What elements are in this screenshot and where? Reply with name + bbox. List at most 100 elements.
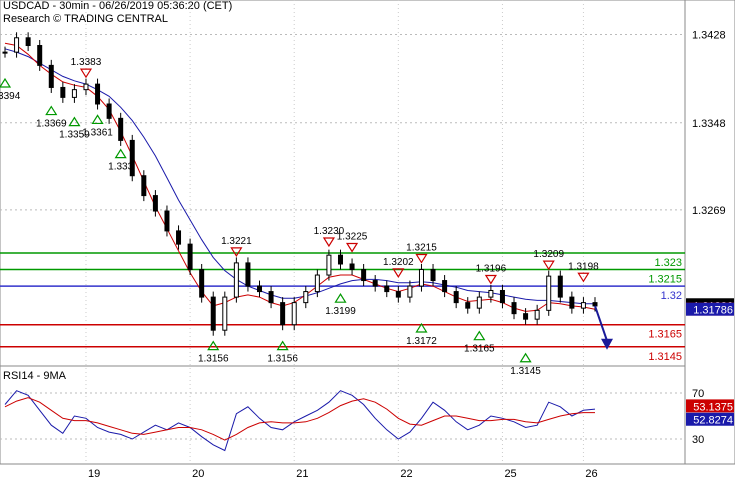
candle-body — [245, 262, 251, 287]
rsi-y-tick-label: 70 — [692, 388, 704, 400]
rsi-line — [4, 390, 596, 452]
candle-body — [129, 139, 135, 177]
peak-label: 1.3198 — [568, 261, 599, 272]
trough-label: 1.3199 — [325, 306, 356, 317]
candle-body — [176, 230, 182, 245]
trough-label: 1.3145 — [510, 366, 541, 377]
trough-marker — [45, 105, 58, 116]
chart-subtitle: Research © TRADING CENTRAL — [3, 13, 168, 25]
candle-body — [557, 275, 563, 298]
rsi-tag — [686, 412, 734, 426]
x-tick-label: 22 — [400, 468, 412, 480]
trough-marker — [473, 330, 486, 341]
trough-marker — [415, 322, 428, 333]
trough-label: 1.3394 — [0, 91, 21, 102]
y-tick-label: 1.3348 — [692, 118, 726, 130]
candle-body — [580, 302, 586, 309]
candle-body — [268, 291, 274, 304]
peak-label: 1.3225 — [337, 231, 368, 242]
peak-label: 1.3215 — [406, 243, 437, 254]
rsi-ma-line — [4, 397, 595, 441]
right-axis — [684, 0, 735, 465]
candle-body — [372, 280, 378, 287]
candle-body — [407, 285, 413, 298]
candle-body — [199, 269, 205, 298]
candle-body — [442, 280, 448, 293]
candle-body — [499, 289, 505, 304]
level-label: 1.32 — [661, 290, 682, 302]
peak-marker — [484, 274, 497, 285]
candle-body — [71, 89, 77, 98]
trough-label: 1.3165 — [464, 344, 495, 355]
rsi-y-tick-label: 30 — [692, 434, 704, 446]
candle-body — [314, 274, 320, 293]
rsi-tag-label: 53.1375 — [693, 401, 733, 413]
candle-body — [303, 291, 309, 304]
peak-marker — [345, 242, 359, 253]
x-tick-label: 26 — [585, 468, 597, 480]
forecast-arrow-head — [601, 338, 613, 350]
trough-marker — [91, 114, 104, 125]
candle-body — [453, 291, 459, 304]
trough-label: 1.3361 — [82, 127, 113, 138]
chart-title: USDCAD - 30min - 06/26/2019 05:36:20 (CE… — [3, 0, 233, 12]
candle-body — [60, 86, 66, 98]
y-tick-label: 1.3428 — [692, 29, 726, 41]
candle-body — [569, 296, 575, 309]
trough-label: 1.333 — [108, 162, 133, 173]
candle-body — [546, 275, 552, 311]
candle-body — [280, 302, 286, 326]
candle-body — [430, 269, 436, 282]
candle-body — [14, 37, 20, 53]
peak-label: 1.3383 — [71, 57, 102, 68]
candle-body — [291, 302, 297, 326]
x-tick-label: 21 — [296, 468, 308, 480]
candle-body — [187, 243, 193, 271]
y-tick-label: 1.3269 — [692, 205, 726, 217]
peak-label: 1.3196 — [476, 263, 507, 274]
peak-marker — [322, 237, 336, 248]
forecast-arrow — [594, 305, 608, 342]
candle-body — [511, 302, 517, 315]
ma-fast-line — [4, 42, 596, 312]
candle-body — [83, 83, 89, 91]
candle-body — [534, 309, 540, 320]
candle-body — [37, 45, 43, 66]
rsi-tag-label: 52.8274 — [693, 415, 733, 427]
candle-body — [361, 269, 367, 282]
candle-body — [164, 210, 170, 232]
candle-body — [592, 302, 598, 307]
level-label: 1.3165 — [648, 329, 682, 341]
trough-marker — [68, 116, 81, 127]
candle-body — [418, 269, 424, 287]
peak-marker — [79, 68, 93, 79]
candle-body — [349, 263, 355, 271]
peak-label: 1.3221 — [221, 236, 252, 247]
candle-body — [488, 289, 494, 298]
peak-label: 1.3202 — [383, 257, 414, 268]
candle-body — [95, 83, 101, 105]
trough-label: 1.3156 — [198, 354, 229, 365]
trough-marker — [334, 293, 347, 303]
peak-label: 1.3230 — [314, 226, 345, 237]
trough-marker — [0, 77, 12, 88]
trough-marker — [276, 340, 289, 351]
candle-body — [523, 313, 529, 320]
candle-body — [326, 254, 332, 276]
rsi-title: RSI14 - 9MA — [3, 370, 67, 382]
candle-body — [465, 302, 471, 309]
candle-body — [395, 291, 401, 298]
peak-marker — [415, 253, 428, 264]
peak-marker — [542, 260, 555, 271]
trough-label: 1.3172 — [406, 336, 437, 347]
x-tick-label: 19 — [88, 468, 100, 480]
x-tick-label: 20 — [192, 468, 204, 480]
x-tick-label: 25 — [504, 468, 516, 480]
candle-body — [118, 117, 124, 141]
candle-body — [476, 296, 482, 309]
peak-label: 1.3209 — [533, 249, 564, 260]
candle-body — [210, 296, 216, 331]
candle-body — [233, 262, 239, 298]
level-label: 1.3215 — [648, 274, 682, 286]
